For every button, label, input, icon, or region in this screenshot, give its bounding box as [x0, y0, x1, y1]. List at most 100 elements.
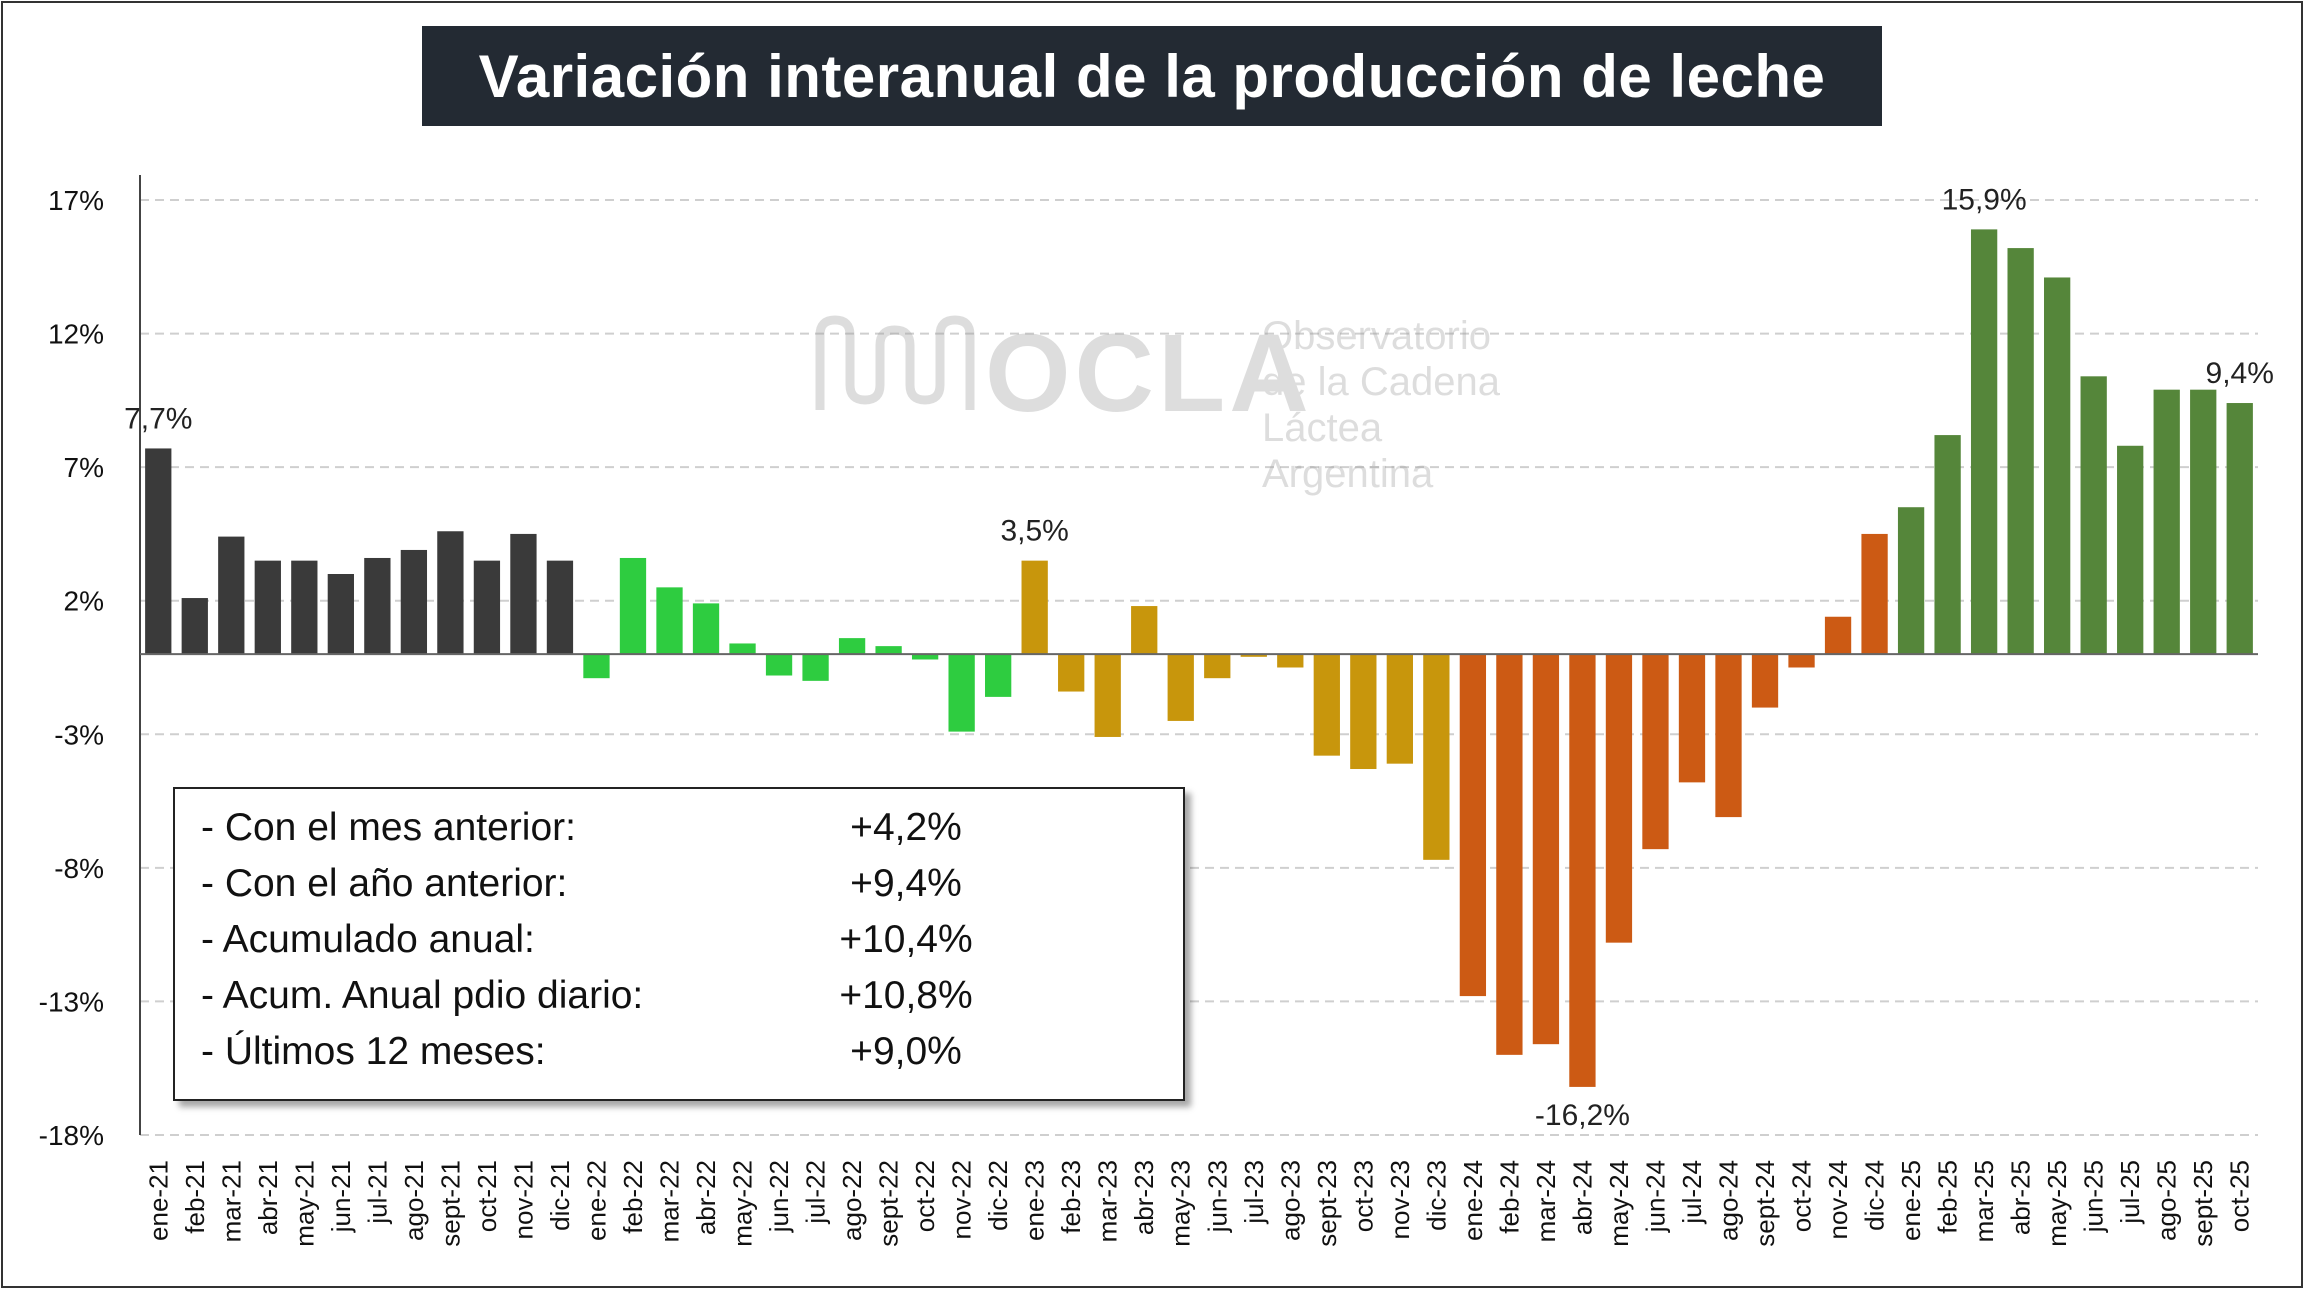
- x-tick-label: ene-22: [581, 1160, 611, 1241]
- x-tick-label: feb-24: [1494, 1160, 1524, 1234]
- bar: [546, 560, 574, 655]
- x-tick-label: oct-22: [910, 1160, 940, 1232]
- axes: 17%12%7%2%-3%-8%-13%-18%ene-21 feb-21 mar-…: [39, 175, 2258, 1247]
- bar: [1824, 616, 1852, 655]
- stat-row: - Con el mes anterior: +4,2%: [201, 806, 1161, 862]
- x-tick-label: mar-24: [1531, 1160, 1561, 1242]
- x-tick-label: jul-21: [362, 1160, 392, 1225]
- bar: [1167, 654, 1194, 721]
- data-label: -16,2%: [1535, 1099, 1630, 1132]
- x-tick-label: ene-23: [1020, 1160, 1050, 1241]
- x-tick-label: dic-21: [545, 1160, 575, 1231]
- x-tick-label: ago-24: [1714, 1160, 1744, 1241]
- x-tick-label: sept-25: [2188, 1160, 2218, 1247]
- labels: 7,7% 3,5% -16,2% 15,9% 9,4%: [124, 183, 2274, 1132]
- x-tick-label: jul-22: [801, 1160, 831, 1225]
- stat-label: - Últimos 12 meses:: [201, 1030, 546, 1073]
- x-tick-label: may-25: [2042, 1160, 2072, 1247]
- x-tick-label: abr-21: [253, 1160, 283, 1235]
- stat-row: - Acum. Anual pdio diario: +10,8%: [201, 974, 1161, 1030]
- bar: [1788, 654, 1815, 668]
- x-tick-label: dic-24: [1860, 1160, 1890, 1231]
- stats-panel: - Con el mes anterior: +4,2% - Con el añ…: [173, 787, 1185, 1101]
- x-tick-label: nov-23: [1385, 1160, 1415, 1240]
- bar: [1861, 533, 1888, 655]
- x-tick-label: abr-23: [1129, 1160, 1159, 1235]
- bar: [911, 654, 939, 660]
- bar: [1532, 654, 1560, 1045]
- x-tick-label: jul-24: [1677, 1160, 1707, 1225]
- x-tick-label: nov-24: [1823, 1160, 1853, 1240]
- x-tick-label: nov-21: [508, 1160, 538, 1240]
- x-tick-label: jun-25: [2079, 1160, 2109, 1233]
- x-tick-label: ago-23: [1275, 1160, 1305, 1241]
- x-tick-label: dic-23: [1421, 1160, 1451, 1231]
- bar: [1678, 654, 1706, 783]
- x-tick-label: nov-22: [947, 1160, 977, 1240]
- bar: [1094, 654, 1121, 737]
- x-tick-label: abr-24: [1567, 1160, 1597, 1235]
- bar: [510, 533, 537, 655]
- stat-label: - Acumulado anual:: [201, 918, 535, 961]
- y-tick-label: -18%: [39, 1120, 104, 1151]
- bar: [1897, 507, 1925, 655]
- bar: [2190, 389, 2217, 655]
- bar: [1605, 654, 1633, 943]
- bar: [1496, 654, 1523, 1055]
- stat-row: - Últimos 12 meses: +9,0%: [201, 1030, 1161, 1086]
- y-tick-label: -13%: [39, 986, 104, 1017]
- x-tick-label: may-22: [728, 1160, 758, 1247]
- x-tick-label: may-21: [289, 1160, 319, 1247]
- bar: [2007, 248, 2034, 655]
- data-label: 9,4%: [2206, 357, 2274, 390]
- x-tick-label: ene-25: [1896, 1160, 1926, 1241]
- stat-value: +10,4%: [839, 918, 973, 961]
- stat-value: +9,0%: [850, 1030, 962, 1073]
- bar: [1277, 654, 1304, 668]
- bar: [254, 560, 281, 655]
- data-label: 7,7%: [124, 402, 192, 435]
- bar: [729, 643, 756, 655]
- y-tick-label: -3%: [54, 719, 104, 750]
- bar: [583, 654, 610, 679]
- bar: [1715, 654, 1742, 818]
- bar: [1569, 654, 1596, 1087]
- stat-label: - Con el año anterior:: [201, 862, 568, 905]
- bar: [437, 531, 464, 655]
- bar: [1934, 435, 1961, 655]
- bar: [1459, 654, 1487, 997]
- bar: [875, 646, 902, 655]
- x-tick-label: jun-21: [326, 1160, 356, 1233]
- bar: [2117, 445, 2144, 655]
- x-tick-label: feb-23: [1056, 1160, 1086, 1234]
- x-tick-label: mar-21: [216, 1160, 246, 1242]
- x-tick-label: feb-21: [180, 1160, 210, 1234]
- x-tick-label: jun-23: [1202, 1160, 1232, 1233]
- x-tick-label: feb-22: [618, 1160, 648, 1234]
- x-tick-label: jun-24: [1640, 1160, 1670, 1233]
- bar: [1204, 654, 1231, 679]
- bar: [1131, 606, 1158, 655]
- y-tick-label: -8%: [54, 853, 104, 884]
- bar: [985, 654, 1012, 697]
- x-tick-label: sept-22: [874, 1160, 904, 1247]
- stat-label: - Con el mes anterior:: [201, 806, 576, 849]
- x-tick-label: may-24: [1604, 1160, 1634, 1247]
- bar: [1642, 654, 1669, 850]
- x-tick-label: oct-23: [1348, 1160, 1378, 1232]
- bars: [145, 229, 2253, 1087]
- y-tick-label: 7%: [64, 452, 104, 483]
- bar: [400, 549, 428, 655]
- bar: [692, 603, 720, 655]
- bar: [765, 654, 793, 676]
- x-tick-label: may-23: [1166, 1160, 1196, 1247]
- x-tick-label: sept-24: [1750, 1160, 1780, 1247]
- x-tick-label: oct-25: [2225, 1160, 2255, 1232]
- bar: [364, 557, 391, 655]
- stat-row: - Acumulado anual: +10,4%: [201, 918, 1161, 974]
- bar: [656, 587, 683, 655]
- stat-label: - Acum. Anual pdio diario:: [201, 974, 644, 1017]
- bar: [1423, 654, 1450, 860]
- bar: [619, 557, 647, 655]
